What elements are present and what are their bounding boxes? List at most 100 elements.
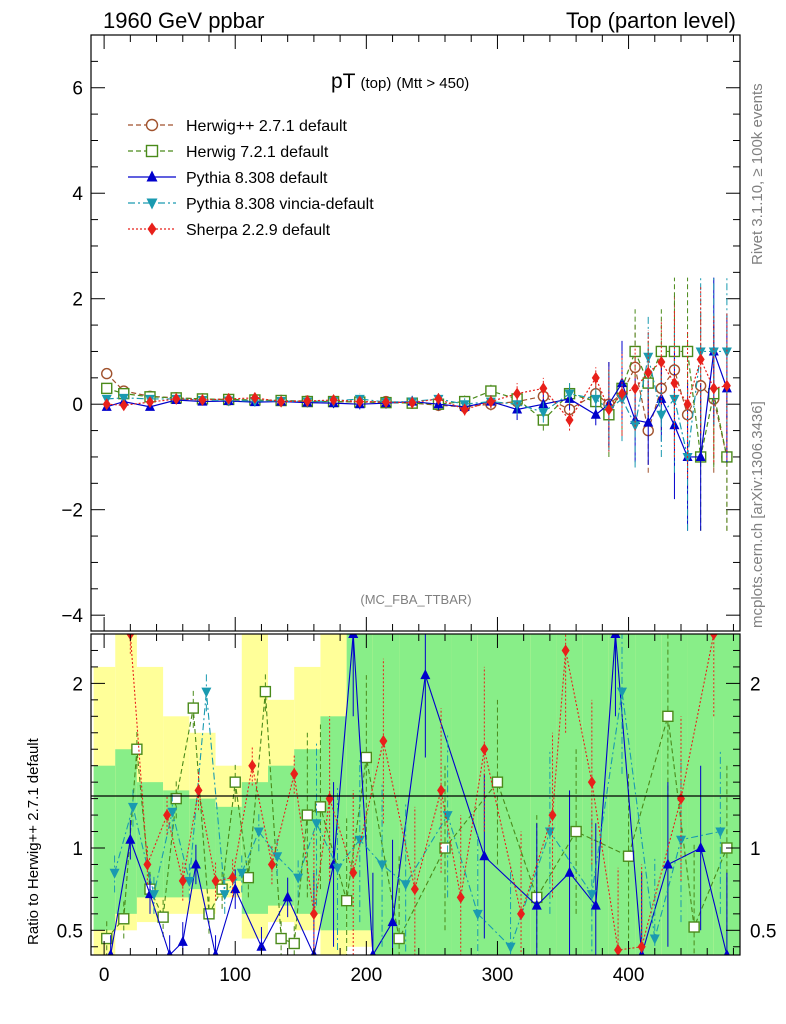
ratio-point xyxy=(570,825,582,838)
legend-entry-label: Sherpa 2.2.9 default xyxy=(186,222,331,239)
main-point xyxy=(670,377,679,390)
ratio-point xyxy=(242,871,255,884)
main-point xyxy=(643,416,654,427)
ratio-point xyxy=(637,940,646,953)
ratio-point xyxy=(229,776,241,788)
main-point xyxy=(119,399,128,412)
ratio-point xyxy=(166,949,173,955)
main-frame xyxy=(90,34,741,632)
ratio-point xyxy=(194,784,203,797)
ratio-point xyxy=(290,767,299,780)
ratio-point xyxy=(211,874,220,887)
ratio-series-2 xyxy=(109,634,726,955)
legend-entry-label: Herwig++ 2.7.1 default xyxy=(186,118,348,135)
main-point xyxy=(604,403,613,416)
main-point xyxy=(172,392,181,405)
ratio-point xyxy=(472,909,483,920)
ratio-point xyxy=(348,634,359,638)
ratio-series-line xyxy=(129,634,715,951)
ratio-point xyxy=(517,907,526,920)
ratio-point xyxy=(662,858,673,869)
ratio-point xyxy=(505,942,516,953)
main-point xyxy=(722,379,731,392)
main-point xyxy=(102,398,111,411)
main-point xyxy=(513,387,522,400)
ratio-point xyxy=(157,911,169,923)
mcplots-label: mcplots.cern.ch [arXiv:1306.3436] xyxy=(749,401,766,628)
watermark: (MC_FBA_TTBAR) xyxy=(360,592,471,607)
legend-marker xyxy=(146,198,158,210)
main-ytick-label: 2 xyxy=(72,290,83,311)
main-point xyxy=(512,400,523,411)
ratio-point xyxy=(167,807,178,818)
ratio-point xyxy=(311,819,322,830)
ratio-point xyxy=(187,702,199,714)
ratio-point xyxy=(387,916,398,927)
ratio-point xyxy=(695,842,706,852)
main-series-4 xyxy=(102,285,731,479)
ratio-point xyxy=(587,776,596,789)
ratio-band-green xyxy=(635,634,662,955)
ratio-point xyxy=(649,934,660,945)
ratio-bands xyxy=(93,634,740,955)
main-point xyxy=(656,410,667,421)
main-point xyxy=(303,395,312,408)
main-point xyxy=(644,366,653,379)
ratio-point xyxy=(548,809,557,822)
main-point xyxy=(591,371,600,384)
main-point xyxy=(695,450,706,461)
ratio-point xyxy=(267,858,276,871)
ratio-point xyxy=(420,669,431,680)
main-point xyxy=(681,345,694,358)
ratio-point xyxy=(148,890,159,901)
main-point xyxy=(224,392,233,405)
legend-marker xyxy=(147,222,157,236)
ratio-point xyxy=(259,685,272,698)
ratio-band-green xyxy=(189,798,216,890)
ratio-point xyxy=(340,894,353,907)
ratio-point xyxy=(622,850,635,862)
ratio-point xyxy=(332,863,343,874)
ratio-point xyxy=(439,842,451,854)
ratio-point xyxy=(184,876,195,887)
main-series-group xyxy=(101,277,733,531)
ratio-band-green xyxy=(399,634,426,955)
ratio-point xyxy=(377,860,388,871)
main-point xyxy=(486,395,495,408)
ratio-series-1 xyxy=(107,634,730,955)
legend-entry-label: Pythia 8.308 default xyxy=(186,170,328,187)
ratio-point xyxy=(314,801,327,813)
main-point xyxy=(618,387,626,400)
legend-entry-label: Herwig 7.2.1 default xyxy=(186,144,329,161)
ratio-panel: 0.5 0.5 1 1 2 2 0 100 200 300 400 Ratio to Herwig+… xyxy=(25,633,776,986)
ratio-point xyxy=(393,932,405,945)
main-point xyxy=(101,367,113,380)
ratio-point xyxy=(131,743,143,755)
rivet-label: Rivet 3.1.10, ≥ 100k events xyxy=(749,83,766,265)
ratio-ytick-label: 0.5 xyxy=(57,921,83,942)
ratio-point xyxy=(275,932,287,945)
ratio-band-green xyxy=(504,634,531,955)
ratio-series-0 xyxy=(101,634,733,955)
ratio-series-3 xyxy=(126,634,718,955)
ratio-point xyxy=(170,792,182,805)
ratio-point xyxy=(610,634,621,638)
ratio-point xyxy=(531,899,542,910)
main-point xyxy=(198,393,207,406)
ratio-point xyxy=(101,932,113,945)
ratio-axis-ticks: 0.5 0.5 1 1 2 2 0 100 200 300 400 xyxy=(57,634,776,986)
ratio-point xyxy=(127,802,138,813)
xtick-label: 100 xyxy=(219,965,251,986)
ratio-band-green xyxy=(241,782,268,914)
main-point xyxy=(146,396,154,409)
ratio-point xyxy=(118,913,130,925)
main-series-line xyxy=(106,365,728,458)
main-point xyxy=(382,396,390,409)
ratio-band-green xyxy=(477,634,504,955)
main-ytick-label: 0 xyxy=(72,395,83,416)
main-point xyxy=(118,393,129,404)
ratio-ytick-label-right: 2 xyxy=(750,674,761,695)
ratio-point xyxy=(369,949,376,955)
ratio-point xyxy=(125,833,136,844)
